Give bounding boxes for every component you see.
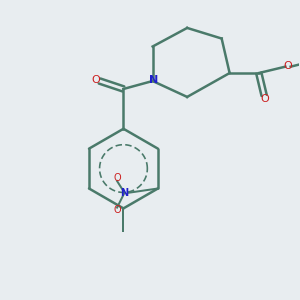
Text: O: O <box>284 61 292 70</box>
Text: N: N <box>120 188 129 198</box>
Text: N: N <box>149 75 158 85</box>
Text: O: O <box>91 75 100 85</box>
Text: O: O <box>113 205 121 215</box>
Text: O: O <box>113 173 121 183</box>
Text: O: O <box>261 94 269 103</box>
